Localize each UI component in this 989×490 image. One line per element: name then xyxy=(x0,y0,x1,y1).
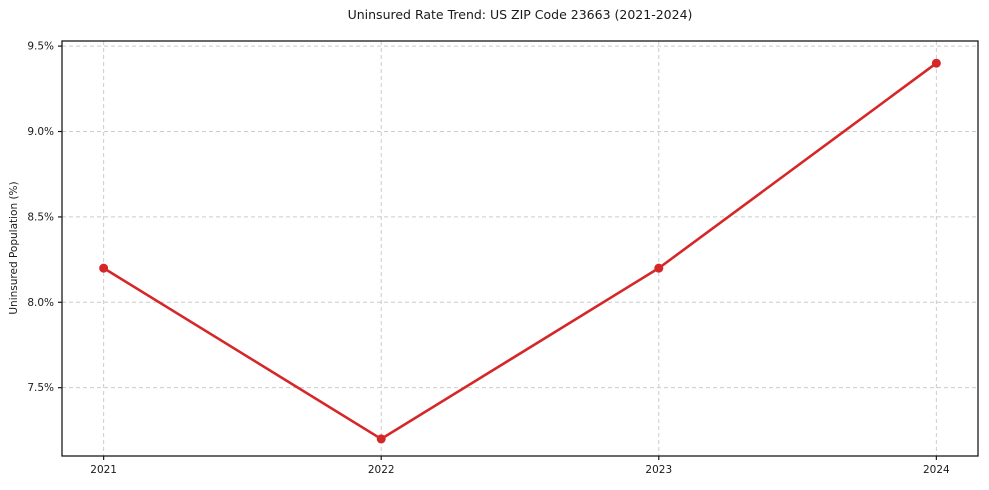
plot-border xyxy=(61,40,979,457)
data-point xyxy=(99,263,109,273)
x-tick-label: 2023 xyxy=(645,464,672,476)
y-axis-label: Uninsured Population (%) xyxy=(8,181,20,315)
x-tick-label: 2022 xyxy=(368,464,395,476)
x-tick-label: 2021 xyxy=(90,464,117,476)
y-tick-label: 9.0% xyxy=(27,126,54,138)
x-tick-label: 2024 xyxy=(923,464,950,476)
data-point xyxy=(376,434,386,444)
y-tick-label: 8.5% xyxy=(27,211,54,223)
y-tick-label: 9.5% xyxy=(27,41,54,53)
trend-line xyxy=(102,61,938,441)
data-point xyxy=(931,58,941,68)
chart-title: Uninsured Rate Trend: US ZIP Code 23663 … xyxy=(347,7,693,22)
data-point xyxy=(654,263,664,273)
y-tick-label: 7.5% xyxy=(27,382,54,394)
y-tick-label: 8.0% xyxy=(27,297,54,309)
